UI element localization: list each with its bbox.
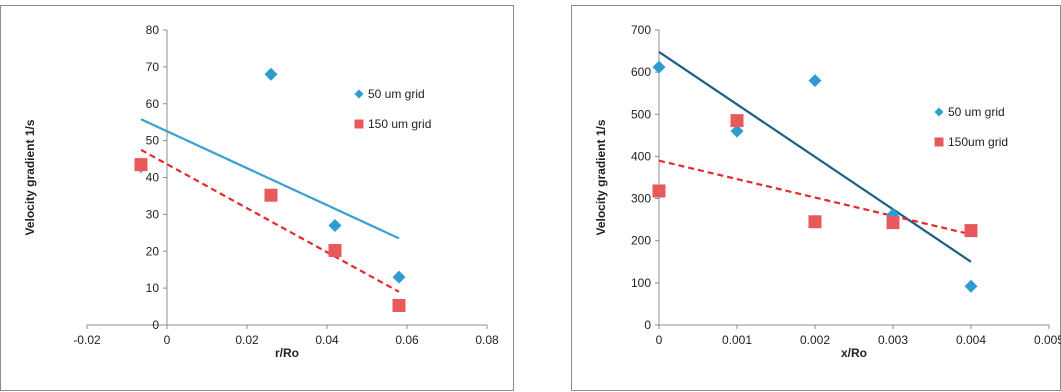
y-tick-label: 700 (631, 23, 651, 37)
data-point-series-1-3 (808, 74, 822, 88)
y-tick-label: 400 (631, 149, 651, 163)
legend-marker-series-2 (354, 119, 364, 129)
data-point-series-1-4 (392, 270, 406, 284)
y-tick-label: 0 (644, 318, 651, 332)
legend-label-series-1: 50 um grid (368, 87, 425, 101)
y-tick-label: 100 (631, 276, 651, 290)
data-point-series-2-3 (808, 215, 822, 229)
x-tick-label: 0.06 (395, 333, 419, 347)
data-point-series-1-3 (328, 218, 342, 232)
y-tick-label: 200 (631, 234, 651, 248)
x-tick-label: -0.02 (73, 333, 101, 347)
legend-label-series-2: 150 um grid (368, 117, 431, 131)
legend-label-series-2: 150um grid (948, 135, 1008, 149)
legend-marker-series-2 (934, 137, 944, 147)
x-tick-label: 0.003 (878, 333, 908, 347)
legend-label-series-1: 50 um grid (948, 105, 1005, 119)
data-point-series-2-1 (134, 158, 148, 172)
legend-marker-series-1 (354, 89, 364, 99)
chart-1-plot: 0 10 20 30 40 50 60 70 80 -0.02 0 0.02 0.04 0.06 0.08 r… (23, 23, 499, 360)
legend-marker-series-1 (934, 107, 944, 117)
trendline-series-2 (140, 148, 400, 293)
x-tick-label: 0.02 (235, 333, 259, 347)
chart-2-plot: 0 100 200 300 400 500 600 700 0 0.001 0.002 0.003 0.… (594, 23, 1061, 360)
data-point-series-2-4 (392, 298, 406, 312)
y-tick-label: 10 (146, 281, 160, 295)
x-tick-label: 0 (656, 333, 663, 347)
y-tick-label: 300 (631, 192, 651, 206)
x-tick-label: 0.08 (475, 333, 499, 347)
y-tick-label: 40 (146, 171, 160, 185)
y-axis-title: Velocity gradient 1/s (594, 119, 608, 235)
x-tick-label: 0.04 (315, 333, 339, 347)
chart-velocity-vs-x: 0 100 200 300 400 500 600 700 0 0.001 0.002 0.003 0.… (571, 5, 1061, 391)
y-tick-label: 20 (146, 244, 160, 258)
x-tick-label: 0.005 (1034, 333, 1061, 347)
data-point-series-1-2 (730, 124, 744, 138)
x-axis-title: x/Ro (841, 346, 867, 360)
trendline-series-2 (658, 159, 972, 236)
data-point-series-1-1 (652, 60, 666, 74)
y-tick-label: 80 (146, 23, 160, 37)
data-point-series-2-2 (264, 188, 278, 202)
y-tick-label: 600 (631, 65, 651, 79)
x-axis-title: r/Ro (275, 346, 299, 360)
data-point-series-1-5 (964, 279, 978, 293)
y-tick-label: 500 (631, 107, 651, 121)
trendline-series-1 (140, 118, 400, 240)
x-tick-label: 0 (164, 333, 171, 347)
y-axis-title: Velocity gradient 1/s (23, 119, 37, 235)
data-point-series-2-4 (886, 216, 900, 230)
y-tick-label: 50 (146, 134, 160, 148)
y-tick-label: 0 (152, 318, 159, 332)
data-point-series-1-2 (264, 67, 278, 81)
data-point-series-2-2 (730, 114, 744, 128)
data-point-series-2-3 (328, 244, 342, 258)
x-tick-label: 0.001 (722, 333, 752, 347)
y-tick-label: 60 (146, 97, 160, 111)
data-point-series-2-5 (964, 224, 978, 238)
x-tick-label: 0.004 (956, 333, 986, 347)
data-point-series-2-1 (652, 184, 666, 198)
y-tick-label: 30 (146, 207, 160, 221)
chart-velocity-vs-r: 0 10 20 30 40 50 60 70 80 -0.02 0 0.02 0.04 0.06 0.08 r… (0, 5, 514, 391)
y-tick-label: 70 (146, 60, 160, 74)
x-tick-label: 0.002 (800, 333, 830, 347)
trendline-series-1 (658, 51, 972, 263)
